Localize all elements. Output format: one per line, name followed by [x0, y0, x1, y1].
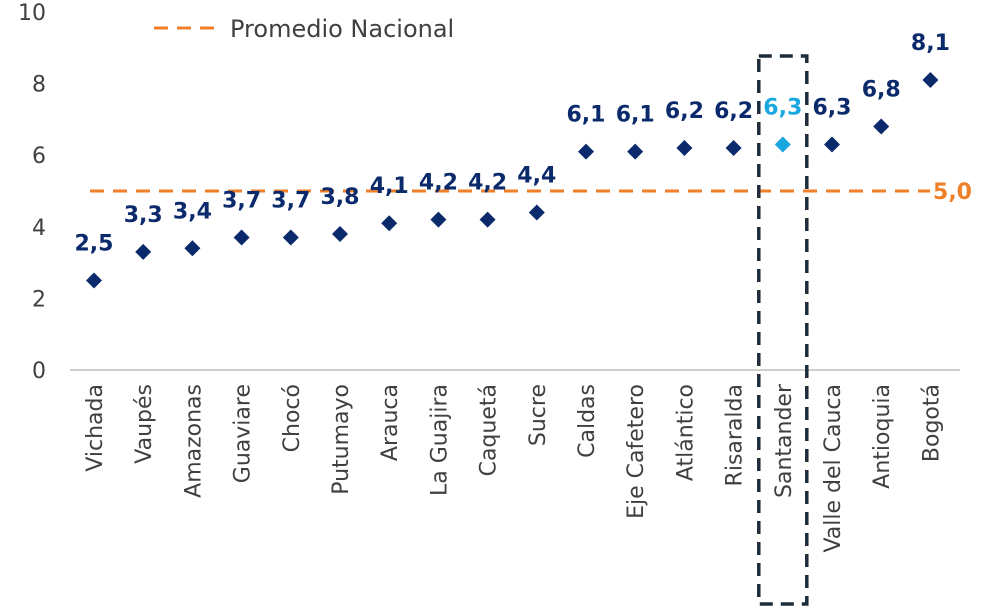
data-point	[725, 140, 742, 157]
data-point	[528, 204, 545, 221]
y-tick-label: 0	[32, 359, 46, 384]
data-point	[381, 215, 398, 232]
category-label: La Guajira	[427, 384, 452, 496]
data-label: 6,3	[813, 95, 852, 120]
data-point	[676, 140, 693, 157]
y-tick-label: 10	[18, 1, 46, 26]
highlight-rect	[757, 54, 809, 606]
category-label: Vichada	[83, 384, 108, 472]
data-point	[824, 136, 840, 153]
data-label: 2,5	[75, 232, 114, 257]
data-labels: 2,5 3,3 3,4 3,7 3,7 3,8 4,1 4,2 4,2 4,4 6,1 6,1 6,2 6…	[75, 31, 950, 256]
data-label: 6,3	[763, 95, 802, 120]
data-label: 6,2	[665, 99, 704, 124]
data-point	[282, 229, 299, 246]
category-label: Bogotá	[919, 384, 944, 462]
data-point	[184, 240, 201, 257]
data-point	[332, 225, 348, 242]
data-label: 3,8	[321, 185, 360, 210]
average-value-label: 5,0	[933, 180, 972, 205]
y-tick-label: 6	[32, 144, 46, 169]
category-label: Arauca	[378, 384, 403, 461]
data-point	[430, 211, 447, 228]
category-label: Vaupés	[132, 384, 157, 464]
data-point	[86, 272, 102, 289]
y-axis-ticks: 0 2 4 6 8 10	[18, 1, 46, 384]
category-label: Caquetá	[477, 384, 502, 476]
data-point	[873, 118, 890, 135]
data-label: 6,8	[862, 78, 901, 103]
data-label: 4,1	[370, 174, 409, 199]
data-label: 4,4	[517, 163, 556, 188]
highlight-box	[757, 54, 809, 606]
category-label: Caldas	[575, 384, 600, 458]
legend-label-average: Promedio Nacional	[230, 15, 454, 43]
legend: Promedio Nacional	[154, 15, 454, 43]
category-label: Atlántico	[673, 384, 698, 481]
y-tick-label: 2	[32, 287, 46, 312]
data-point	[578, 143, 594, 160]
data-label: 4,2	[419, 171, 458, 196]
y-tick-label: 4	[32, 216, 46, 241]
data-label: 6,1	[567, 103, 606, 128]
category-label: Guaviare	[231, 384, 256, 483]
data-label: 3,4	[173, 199, 212, 224]
data-label: 6,2	[714, 99, 753, 124]
category-label: Antioquia	[870, 384, 895, 489]
data-point	[233, 229, 250, 246]
data-point	[774, 136, 791, 153]
category-label: Santander	[772, 383, 797, 498]
data-label: 3,7	[222, 189, 261, 214]
category-labels: Vichada Vaupés Amazonas Guaviare Chocó Putuma…	[83, 383, 944, 552]
data-label: 8,1	[911, 31, 950, 56]
category-label: Amazonas	[181, 384, 206, 498]
data-point	[922, 72, 939, 89]
y-tick-label: 8	[32, 73, 46, 98]
category-label: Sucre	[526, 384, 551, 446]
category-label: Chocó	[280, 384, 305, 452]
data-label: 3,7	[271, 189, 310, 214]
data-points	[86, 72, 939, 289]
data-point	[135, 243, 152, 260]
data-label: 6,1	[616, 103, 655, 128]
data-label: 4,2	[468, 171, 507, 196]
category-label: Putumayo	[329, 384, 354, 495]
data-label: 3,3	[124, 203, 163, 228]
category-label: Valle del Cauca	[821, 384, 846, 553]
data-point	[627, 143, 644, 160]
category-label: Eje Cafetero	[624, 384, 649, 519]
category-label: Risaralda	[723, 384, 748, 486]
average-reference: 5,0	[90, 180, 972, 205]
data-point	[479, 211, 496, 228]
